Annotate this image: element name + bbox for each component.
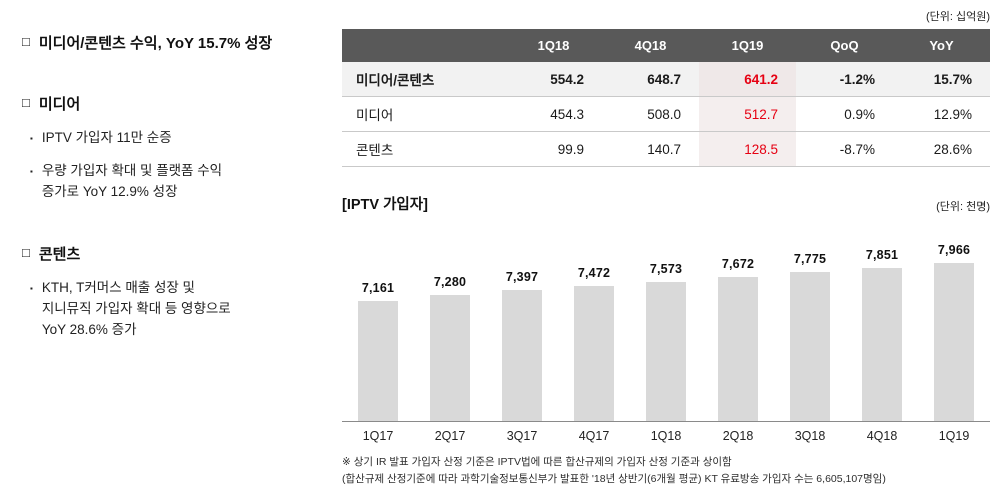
bar-column: 7,775: [774, 252, 846, 421]
column-header: 1Q19: [699, 29, 796, 62]
square-bullet-icon: □: [22, 244, 30, 260]
column-header: YoY: [893, 29, 990, 62]
bar-column: 7,472: [558, 266, 630, 421]
section-title-text: 미디어/콘텐츠 수익, YoY 15.7% 성장: [38, 35, 273, 52]
table-cell: 554.2: [550, 71, 584, 87]
bar: [502, 290, 542, 421]
bar-value-label: 7,573: [649, 262, 683, 276]
chart-header: [IPTV 가입자] (단위: 천명): [342, 193, 990, 214]
small-square-bullet-icon: ▪: [30, 283, 33, 293]
footnote: ※ 상기 IR 발표 가입자 산정 기준은 IPTV법에 따른 합산규제의 가입…: [342, 454, 990, 488]
column-header: QoQ: [796, 29, 893, 62]
table-cell: 454.3: [550, 106, 584, 122]
bar-column: 7,397: [486, 270, 558, 421]
footnote-line-2: (합산규제 산정기준에 따라 과학기술정보통신부가 발표한 '18년 상반기(6…: [342, 472, 886, 485]
table-cell: 648.7: [647, 71, 681, 87]
bar: [358, 301, 398, 421]
table-cell: 641.2: [699, 62, 796, 96]
column-header: 4Q18: [602, 29, 699, 62]
bullet-item: ▪ 우량 가입자 확대 및 플랫폼 수익 증가로 YoY 12.9% 성장: [30, 161, 334, 203]
table-cell: 28.6%: [933, 141, 972, 157]
table-row: 미디어/콘텐츠 554.2 648.7 641.2 -1.2% 15.7%: [342, 62, 990, 97]
bullet-text: IPTV 가입자 11만 순증: [41, 130, 172, 145]
bar: [646, 282, 686, 421]
row-label: 콘텐츠: [356, 143, 394, 158]
x-axis-label: 1Q18: [650, 429, 682, 443]
table-row: 콘텐츠 99.9 140.7 128.5 -8.7% 28.6%: [342, 132, 990, 167]
x-axis-label: 1Q19: [938, 429, 970, 443]
section-title: □ 콘텐츠: [22, 243, 334, 264]
table-cell: 0.9%: [844, 106, 875, 122]
right-panel: (단위: 십억원) 1Q18 4Q18 1Q19 QoQ YoY 미디어/콘텐츠 554.…: [342, 8, 990, 488]
financial-table: 1Q18 4Q18 1Q19 QoQ YoY 미디어/콘텐츠 554.2 648.7 641.…: [342, 29, 990, 167]
bar-column: 7,851: [846, 248, 918, 421]
table-body: 미디어/콘텐츠 554.2 648.7 641.2 -1.2% 15.7% 미디어 454.3…: [342, 62, 990, 167]
bullet-item: ▪ KTH, T커머스 매출 성장 및 지니뮤직 가입자 확대 등 영향으로 Yo…: [30, 278, 334, 341]
left-panel: □ 미디어/콘텐츠 수익, YoY 15.7% 성장 □ 미디어 ▪ IPTV 가입자 1…: [22, 32, 334, 381]
table-cell: 128.5: [699, 132, 796, 166]
bar: [934, 263, 974, 421]
bar-value-label: 7,851: [865, 248, 899, 262]
square-bullet-icon: □: [22, 34, 30, 49]
bar-value-label: 7,161: [361, 281, 395, 295]
section-title: □ 미디어/콘텐츠 수익, YoY 15.7% 성장: [22, 32, 334, 53]
bar-value-label: 7,966: [937, 243, 971, 257]
bullet-item: ▪ IPTV 가입자 11만 순증: [30, 128, 334, 149]
table-cell: 99.9: [557, 141, 584, 157]
bar-column: 7,280: [414, 275, 486, 421]
bar-column: 7,573: [630, 262, 702, 421]
x-axis-label: 1Q17: [362, 429, 394, 443]
table-cell: 15.7%: [933, 71, 972, 87]
bar-column: 7,966: [918, 243, 990, 421]
x-axis-label: 3Q17: [506, 429, 538, 443]
table-cell: 508.0: [647, 106, 681, 122]
table-cell: 512.7: [699, 97, 796, 131]
x-axis-label: 2Q18: [722, 429, 754, 443]
x-axis-label: 4Q17: [578, 429, 610, 443]
row-label: 미디어: [356, 108, 394, 123]
table-cell: -1.2%: [839, 71, 875, 87]
bullet-text: KTH, T커머스 매출 성장 및 지니뮤직 가입자 확대 등 영향으로 YoY…: [41, 279, 231, 337]
bar-column: 7,672: [702, 257, 774, 421]
table-cell: 140.7: [647, 141, 681, 157]
section-title: □ 미디어: [22, 93, 334, 114]
bar: [718, 277, 758, 421]
chart-title: [IPTV 가입자]: [342, 197, 428, 213]
summary-section: □ 미디어 ▪ IPTV 가입자 11만 순증 ▪ 우량 가입자 확대 및 플랫폼 수익 …: [22, 93, 334, 203]
table-corner-cell: [342, 29, 505, 62]
bar-value-label: 7,472: [577, 266, 611, 280]
footnote-line-1: ※ 상기 IR 발표 가입자 산정 기준은 IPTV법에 따른 합산규제의 가입…: [342, 456, 732, 468]
square-bullet-icon: □: [22, 95, 30, 110]
table-cell: -8.7%: [839, 141, 875, 157]
bar-column: 7,161: [342, 281, 414, 421]
bullet-text: 우량 가입자 확대 및 플랫폼 수익 증가로 YoY 12.9% 성장: [41, 162, 223, 199]
bar-value-label: 7,775: [793, 252, 827, 266]
row-label: 미디어/콘텐츠: [356, 73, 435, 88]
x-axis-labels: 1Q17 2Q17 3Q17 4Q17 1Q18 2Q18 3Q18 4Q18 1Q19: [342, 429, 990, 443]
bar-value-label: 7,397: [505, 270, 539, 284]
summary-section: □ 미디어/콘텐츠 수익, YoY 15.7% 성장: [22, 32, 334, 53]
section-title-text: 콘텐츠: [38, 245, 81, 263]
bar-chart-plot: 7,161 7,280 7,397 7,472 7,573 7,672 7,775 7,851…: [342, 226, 990, 422]
small-square-bullet-icon: ▪: [30, 166, 33, 176]
bar: [790, 272, 830, 421]
x-axis-label: 3Q18: [794, 429, 826, 443]
small-square-bullet-icon: ▪: [30, 134, 33, 143]
bar: [574, 286, 614, 421]
table-cell: 12.9%: [933, 106, 972, 122]
section-title-text: 미디어: [38, 96, 81, 113]
bar: [430, 295, 470, 421]
column-header: 1Q18: [505, 29, 602, 62]
x-axis-label: 4Q18: [866, 429, 898, 443]
table-row: 미디어 454.3 508.0 512.7 0.9% 12.9%: [342, 97, 990, 132]
x-axis-label: 2Q17: [434, 429, 466, 443]
summary-section: □ 콘텐츠 ▪ KTH, T커머스 매출 성장 및 지니뮤직 가입자 확대 등 영향으…: [22, 243, 334, 341]
bar-value-label: 7,672: [721, 257, 755, 271]
chart-unit-label: (단위: 천명): [936, 201, 990, 213]
table-header-row: 1Q18 4Q18 1Q19 QoQ YoY: [342, 29, 990, 62]
table-unit-label: (단위: 십억원): [925, 11, 990, 23]
bar-value-label: 7,280: [433, 275, 467, 289]
bar: [862, 268, 902, 421]
